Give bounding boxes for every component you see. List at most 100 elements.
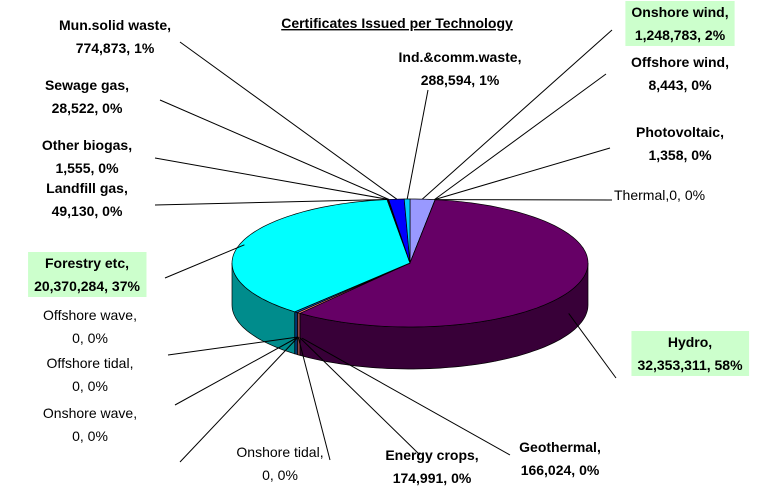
leader-line (406, 89, 429, 200)
label-separator: , (133, 405, 137, 421)
slice (298, 199, 589, 328)
label-value: 49,130, 0% (52, 203, 123, 219)
label-name: Forestry etc (45, 255, 125, 271)
label-name: Geothermal (519, 439, 597, 455)
data-label: Photovoltaic, 1,358, 0% (636, 124, 724, 163)
data-label-line: 0, 0% (72, 428, 108, 444)
label-separator: , (708, 334, 712, 350)
leader-line (179, 336, 299, 463)
data-label-line: 28,522, 0% (52, 100, 123, 116)
label-value: 20,370,284, 37% (34, 278, 140, 294)
label-separator: , (597, 439, 601, 455)
slice-side (297, 312, 301, 356)
data-label-line: Sewage gas, (45, 77, 129, 93)
label-name: Thermal (614, 187, 665, 203)
slice-side (294, 311, 298, 356)
data-label-line: Photovoltaic, (636, 124, 724, 140)
data-label: Ind.&comm.waste, 288,594, 1% (399, 49, 522, 88)
data-label: Offshore wave, 0, 0% (43, 307, 137, 346)
label-value: 1,248,783, 2% (635, 27, 726, 43)
label-name: Landfill gas (46, 180, 124, 196)
data-label-line: 0, 0% (72, 330, 108, 346)
data-label: Thermal,0, 0% (614, 187, 705, 203)
data-label: Mun.solid waste, 774,873, 1% (59, 17, 171, 56)
data-label-line: 1,555, 0% (55, 160, 119, 176)
slice (231, 199, 411, 313)
label-value: 0, 0% (72, 330, 108, 346)
data-label-line: 8,443, 0% (648, 77, 712, 93)
data-label-line: Landfill gas, (46, 180, 128, 196)
data-label: Sewage gas,28,522, 0% (45, 77, 129, 116)
data-label-line: Thermal,0, 0% (614, 187, 705, 203)
label-name: Other biogas (42, 137, 129, 153)
label-name: Hydro (668, 334, 708, 350)
label-name: Offshore tidal (47, 355, 130, 371)
pie-tops (231, 198, 589, 328)
data-label: Offshore wind, 8,443, 0% (631, 54, 729, 93)
label-separator: , (475, 447, 479, 463)
data-label: Hydro, 32,353,311, 58% (631, 331, 750, 376)
data-label-line: Onshore wind, (631, 4, 728, 20)
data-label: Forestry etc, 20,370,284, 37% (28, 252, 147, 297)
label-value: 0, 0% (72, 428, 108, 444)
data-label-line: 774,873, 1% (76, 40, 155, 56)
data-label-line: 32,353,311, 58% (637, 357, 743, 373)
data-label: Geothermal, 166,024, 0% (519, 439, 601, 478)
data-label-line: Forestry etc, (45, 255, 129, 271)
leader-line (159, 99, 390, 200)
leader-line (434, 147, 611, 201)
label-name: Onshore wave (43, 405, 133, 421)
data-labels: Onshore wind, 1,248,783, 2% Offshore wind,… (28, 1, 750, 486)
data-label: Onshore wind, 1,248,783, 2% (625, 1, 735, 46)
data-label: Offshore tidal, 0, 0% (47, 355, 134, 394)
leader-line (421, 29, 613, 200)
label-value: 1,358, 0% (648, 147, 712, 163)
data-label-line: 49,130, 0% (52, 203, 123, 219)
data-label-line: Energy crops, (385, 447, 478, 463)
label-separator: , (125, 255, 129, 271)
leader-line (434, 73, 607, 201)
slice (403, 198, 411, 264)
label-separator: , (320, 444, 324, 460)
label-separator: , (124, 180, 128, 196)
data-label-line: 174,991, 0% (393, 470, 472, 486)
data-label-line: Mun.solid waste, (59, 17, 171, 33)
leader-line (297, 336, 331, 461)
data-label: Landfill gas,49,130, 0% (46, 180, 128, 219)
data-label-line: Offshore tidal, (47, 355, 134, 371)
label-name: Offshore wave (43, 307, 133, 323)
label-box (28, 252, 147, 297)
data-label-line: 1,358, 0% (648, 147, 712, 163)
data-label: Energy crops, 174,991, 0% (385, 447, 478, 486)
label-separator: , (720, 124, 724, 140)
label-separator: , (518, 49, 522, 65)
label-name: Sewage gas (45, 77, 125, 93)
data-label-line: Offshore wave, (43, 307, 137, 323)
label-separator: , (725, 4, 729, 20)
data-label-line: Geothermal, (519, 439, 601, 455)
data-label-line: Onshore wave, (43, 405, 137, 421)
label-separator: , (125, 77, 129, 93)
leader-line (167, 336, 299, 356)
leader-line (179, 41, 398, 200)
data-label-line: Offshore wind, (631, 54, 729, 70)
label-value: 1,555, 0% (55, 160, 119, 176)
data-label-line: 0, 0% (72, 378, 108, 394)
label-name: Offshore wind (631, 54, 725, 70)
label-box (625, 1, 735, 46)
data-label-line: 20,370,284, 37% (34, 278, 140, 294)
label-separator: , (665, 187, 669, 203)
data-label: Other biogas, 1,555, 0% (42, 137, 132, 176)
label-separator: , (130, 355, 134, 371)
label-value: 166,024, 0% (521, 462, 600, 478)
leader-line (154, 199, 389, 206)
label-value: 28,522, 0% (52, 100, 123, 116)
data-label: Onshore wave, 0, 0% (43, 405, 137, 444)
label-value: 288,594, 1% (421, 72, 500, 88)
data-label-line: Ind.&comm.waste, (399, 49, 522, 65)
label-name: Mun.solid waste (59, 17, 167, 33)
label-value: 774,873, 1% (76, 40, 155, 56)
label-separator: , (725, 54, 729, 70)
label-separator: , (128, 137, 132, 153)
